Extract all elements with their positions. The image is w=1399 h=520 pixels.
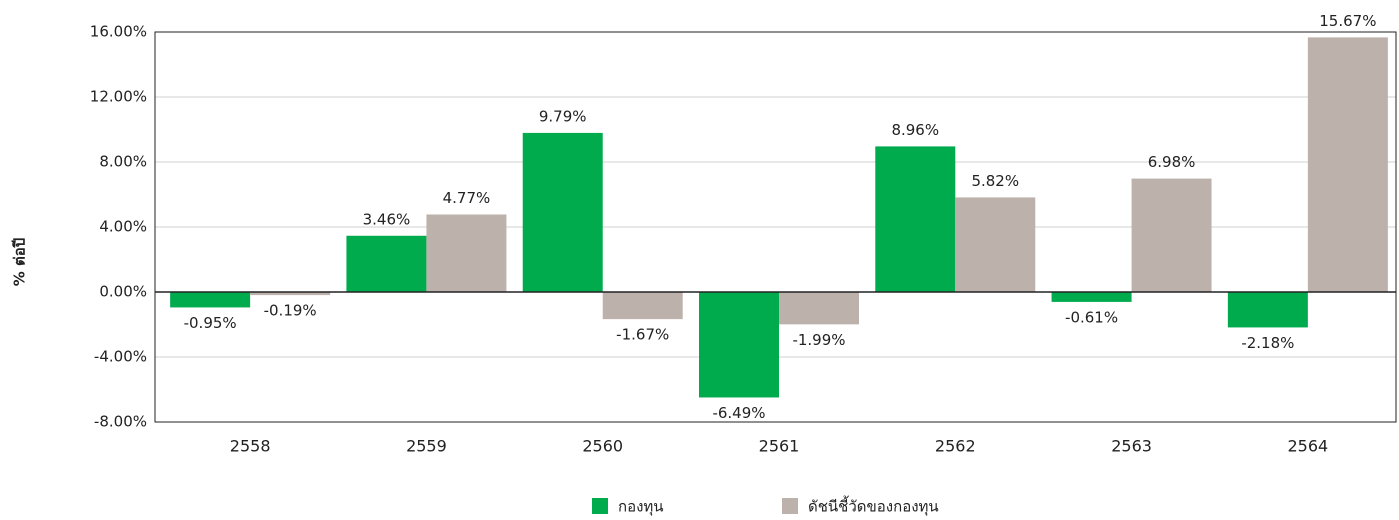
y-tick-label: 0.00% <box>99 283 147 301</box>
value-label: 15.67% <box>1319 12 1376 30</box>
value-label: -0.61% <box>1065 308 1118 326</box>
y-tick-label: 8.00% <box>99 153 147 171</box>
value-label: 8.96% <box>891 121 939 139</box>
x-tick-label: 2560 <box>582 437 623 456</box>
bar <box>1227 292 1308 328</box>
bar <box>250 292 331 296</box>
bar <box>875 146 956 292</box>
x-tick-label: 2562 <box>935 437 976 456</box>
x-tick-label: 2563 <box>1111 437 1152 456</box>
x-tick-label: 2561 <box>759 437 800 456</box>
bar <box>426 214 507 292</box>
value-label: 5.82% <box>971 172 1019 190</box>
value-label: 3.46% <box>363 210 411 228</box>
legend-swatch <box>782 498 798 514</box>
bar <box>602 292 683 320</box>
value-label: -0.95% <box>184 314 237 332</box>
y-axis-title: % ต่อปี <box>11 238 29 287</box>
bar <box>699 292 779 398</box>
bar <box>779 292 859 325</box>
legend-label: กองทุน <box>618 498 664 517</box>
bar <box>1307 37 1388 292</box>
value-label: -6.49% <box>712 404 765 422</box>
x-tick-label: 2558 <box>230 437 271 456</box>
bar <box>1051 292 1132 302</box>
y-tick-label: 16.00% <box>90 23 147 41</box>
y-tick-label: -8.00% <box>94 413 147 431</box>
value-label: -0.19% <box>264 302 317 320</box>
value-label: -2.18% <box>1241 334 1294 352</box>
value-label: 9.79% <box>539 107 587 125</box>
plot-frame <box>154 31 1397 423</box>
legend-swatch <box>592 498 608 514</box>
y-tick-label: -4.00% <box>94 348 147 366</box>
value-label: -1.99% <box>792 331 845 349</box>
legend-label: ดัชนีชี้วัดของกองทุน <box>808 496 939 517</box>
bar <box>170 292 251 308</box>
y-tick-label: 12.00% <box>90 88 147 106</box>
bar <box>955 197 1036 292</box>
bar <box>522 132 603 292</box>
value-label: 6.98% <box>1148 153 1196 171</box>
value-label: -1.67% <box>616 326 669 344</box>
y-tick-label: 4.00% <box>99 218 147 236</box>
value-label: 4.77% <box>443 189 491 207</box>
x-tick-label: 2564 <box>1287 437 1328 456</box>
bar <box>346 235 427 292</box>
x-tick-label: 2559 <box>406 437 447 456</box>
bar <box>1131 178 1212 292</box>
